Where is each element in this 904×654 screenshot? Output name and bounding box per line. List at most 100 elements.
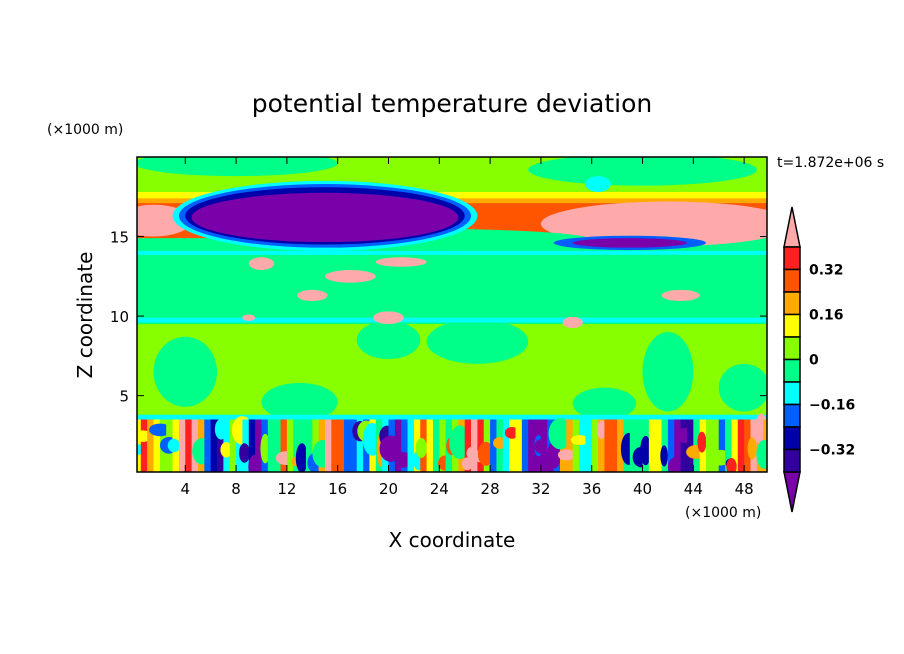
boundary-layer-blob xyxy=(148,423,172,437)
x-tick-label: 32 xyxy=(531,480,550,498)
boundary-layer-blob xyxy=(415,438,428,458)
boundary-layer-blob xyxy=(557,449,575,461)
boundary-layer-cell xyxy=(610,419,618,472)
boundary-layer-blob xyxy=(548,418,572,450)
boundary-layer-blob xyxy=(389,441,403,452)
colorbar-segment xyxy=(783,381,801,406)
contour-region xyxy=(572,238,687,248)
boundary-layer-cell xyxy=(356,419,364,472)
boundary-layer-cell xyxy=(255,419,262,472)
boundary-layer-cell xyxy=(147,419,155,472)
colorbar-segment xyxy=(783,358,801,383)
contour-region xyxy=(324,269,376,283)
boundary-layer-cell xyxy=(585,419,593,472)
contour-region xyxy=(297,289,328,301)
colorbar-extend-min xyxy=(783,471,801,513)
contour-region xyxy=(426,319,529,364)
boundary-layer-cell xyxy=(648,419,656,472)
x-tick-label: 8 xyxy=(231,480,241,498)
boundary-layer-cell xyxy=(286,419,294,472)
colorbar-tick-label: −0.16 xyxy=(809,398,855,414)
boundary-layer-cell xyxy=(725,419,732,472)
contour-region xyxy=(137,414,767,420)
boundary-layer-cell xyxy=(293,419,301,472)
boundary-layer-cell xyxy=(344,419,351,472)
boundary-layer-blob xyxy=(570,435,590,446)
boundary-layer-cell xyxy=(737,419,745,472)
boundary-layer-blob xyxy=(167,438,181,453)
boundary-layer-cell xyxy=(655,419,663,472)
boundary-layer-blob xyxy=(534,438,551,454)
contour-region xyxy=(261,382,338,422)
boundary-layer-cell xyxy=(490,419,497,472)
x-tick-label: 28 xyxy=(481,480,500,498)
boundary-layer-cell xyxy=(426,419,434,472)
time-label: t=1.872e+06 s xyxy=(777,155,884,171)
boundary-layer-blob xyxy=(640,435,652,466)
boundary-layer-cell xyxy=(604,419,612,472)
boundary-layer-cell xyxy=(706,419,713,472)
boundary-layer-cell xyxy=(350,419,358,472)
boundary-layer-cell xyxy=(718,419,726,472)
boundary-layer-cell xyxy=(617,419,624,472)
contour-region xyxy=(528,157,757,186)
boundary-layer-cell xyxy=(731,419,739,472)
boundary-layer-cell xyxy=(229,419,237,472)
contour-region xyxy=(242,314,256,321)
x-tick-label: 44 xyxy=(684,480,703,498)
contour-region xyxy=(356,320,421,360)
y-tick-label: 5 xyxy=(119,388,129,406)
boundary-layer-cell xyxy=(636,419,644,472)
boundary-layer-cell xyxy=(305,419,313,472)
x-tick-label: 48 xyxy=(735,480,754,498)
boundary-layer-cell xyxy=(566,419,574,472)
x-tick-label: 20 xyxy=(379,480,398,498)
boundary-layer-cell xyxy=(674,419,682,472)
boundary-layer-cell xyxy=(712,419,720,472)
boundary-layer-cell xyxy=(185,419,193,472)
colorbar-segment xyxy=(783,336,801,361)
boundary-layer-blob xyxy=(260,433,270,464)
boundary-layer-blob xyxy=(756,439,767,469)
boundary-layer-cell xyxy=(439,419,447,472)
boundary-layer-blob xyxy=(596,420,606,439)
x-tick-label: 4 xyxy=(180,480,190,498)
boundary-layer-cell xyxy=(236,419,243,472)
boundary-layer-cell xyxy=(280,419,288,472)
boundary-layer-cell xyxy=(153,419,161,472)
x-unit-label: (×1000 m) xyxy=(685,505,761,521)
plot-frame xyxy=(136,156,768,473)
contour-region xyxy=(585,176,611,192)
contour-region xyxy=(375,257,427,267)
contour-region xyxy=(642,332,694,412)
boundary-layer-cell xyxy=(515,419,523,472)
contour-region xyxy=(191,192,459,243)
boundary-layer-cell xyxy=(598,419,605,472)
contour-region xyxy=(153,336,218,407)
boundary-layer-cell xyxy=(744,419,751,472)
boundary-layer-cell xyxy=(509,419,517,472)
contour-field xyxy=(137,157,767,472)
boundary-layer-blob xyxy=(239,443,250,463)
colorbar-tick-label: −0.32 xyxy=(809,443,855,459)
boundary-layer-cell xyxy=(401,419,409,472)
y-tick-label: 15 xyxy=(110,229,129,247)
boundary-layer-blob xyxy=(295,443,308,472)
boundary-layer-cell xyxy=(407,419,415,472)
boundary-layer-cell xyxy=(680,419,688,472)
boundary-layer-cell xyxy=(528,419,536,472)
boundary-layer-blob xyxy=(220,441,233,458)
boundary-layer-cell xyxy=(591,419,599,472)
contour-region xyxy=(718,363,767,412)
x-tick-label: 12 xyxy=(277,480,296,498)
colorbar: 0.32 0.16 0 −0.16 −0.32 xyxy=(783,206,855,513)
boundary-layer-cell xyxy=(502,419,510,472)
boundary-layer-cell xyxy=(204,419,212,472)
boundary-layer-cell xyxy=(274,419,282,472)
boundary-layer-blob xyxy=(726,457,737,472)
y-unit-label: (×1000 m) xyxy=(47,122,123,138)
x-tick-label: 16 xyxy=(328,480,347,498)
